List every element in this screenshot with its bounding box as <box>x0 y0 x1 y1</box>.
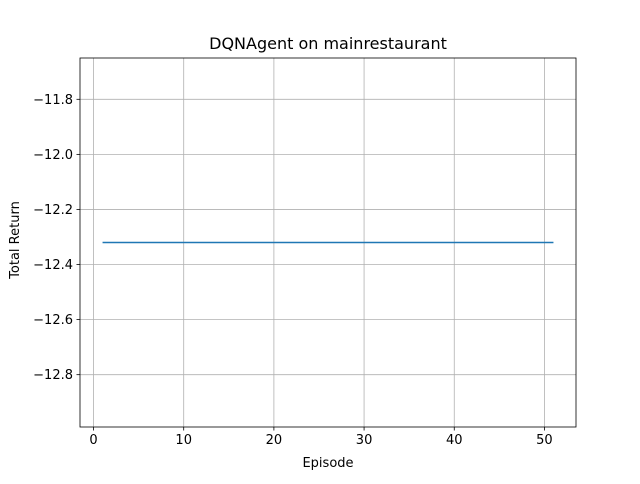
chart-title: DQNAgent on mainrestaurant <box>209 34 447 53</box>
y-tick-label: −12.0 <box>33 148 73 163</box>
y-tick-label: −12.2 <box>33 203 73 218</box>
y-tick-label: −11.8 <box>33 93 73 108</box>
x-tick-label: 20 <box>266 433 283 448</box>
y-axis-ticks: −11.8 −12.0 −12.2 −12.4 −12.6 −12.8 <box>33 93 80 383</box>
y-tick-label: −12.4 <box>33 258 73 273</box>
y-tick-label: −12.8 <box>33 368 73 383</box>
x-axis-label: Episode <box>302 456 353 471</box>
plot-area-frame <box>79 57 577 428</box>
y-axis-label: Total Return <box>8 201 23 280</box>
x-tick-label: 10 <box>175 433 192 448</box>
x-tick-label: 0 <box>89 433 97 448</box>
x-tick-label: 40 <box>446 433 463 448</box>
x-tick-label: 30 <box>356 433 373 448</box>
x-axis-ticks: 0 10 20 30 40 50 <box>89 427 553 448</box>
y-tick-label: −12.6 <box>33 313 73 328</box>
x-tick-label: 50 <box>536 433 553 448</box>
